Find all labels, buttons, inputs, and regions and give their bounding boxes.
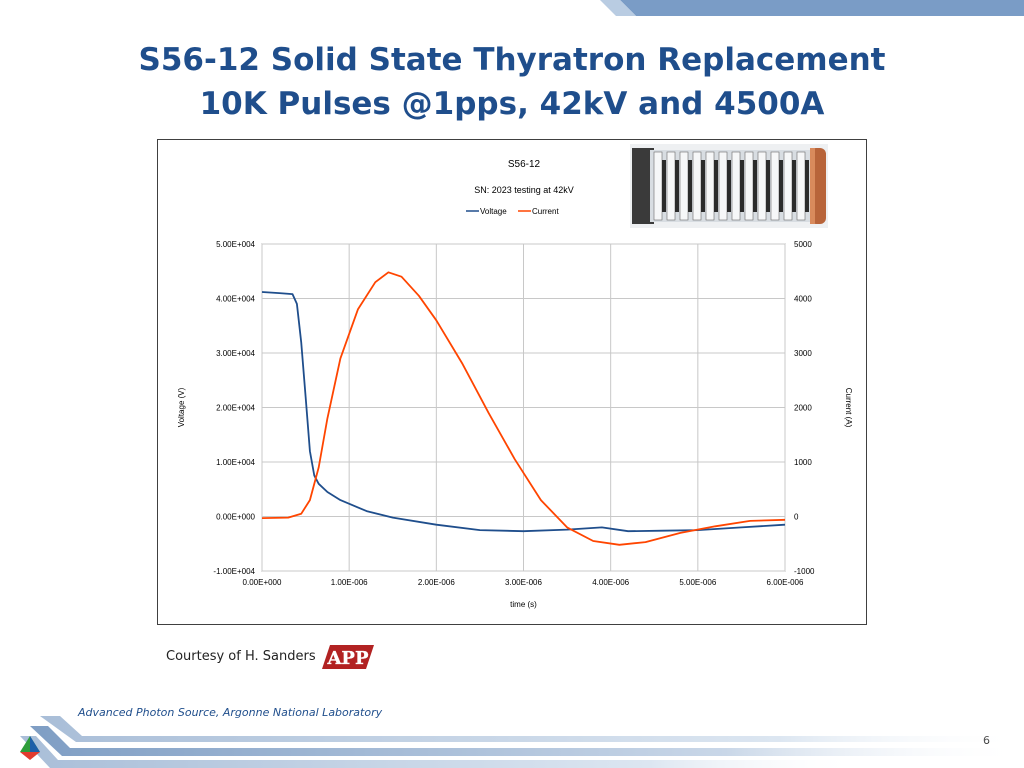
- courtesy-text: Courtesy of H. Sanders: [166, 649, 316, 664]
- y-tick-label: 1.00E+004: [216, 458, 255, 467]
- app-logo-text: APP: [326, 648, 369, 669]
- legend-label-voltage: Voltage: [480, 207, 507, 216]
- y2-tick-label: 2000: [794, 404, 812, 413]
- x-tick-label: 2.00E-006: [418, 578, 455, 587]
- y-tick-label: 2.00E+004: [216, 404, 255, 413]
- y-tick-label: 5.00E+004: [216, 240, 255, 249]
- x-tick-label: 4.00E-006: [592, 578, 629, 587]
- voltage-current-chart: 0.00E+000 1.00E-006 2.00E-006 3.00E-006 4.00…: [177, 144, 853, 609]
- y-tick-label: -1.00E+004: [213, 567, 255, 576]
- y-tick-label: 3.00E+004: [216, 349, 255, 358]
- chart-title: S56-12: [508, 159, 541, 170]
- y2-tick-label: 1000: [794, 458, 812, 467]
- x-tick-label: 1.00E-006: [331, 578, 368, 587]
- slide-title-line-2: 10K Pulses @1pps, 42kV and 4500A: [199, 86, 825, 122]
- x-axis-label: time (s): [510, 600, 537, 609]
- y2-tick-label: 0: [794, 513, 799, 522]
- app-logo: APP: [322, 645, 374, 669]
- x-tick-label: 5.00E-006: [679, 578, 716, 587]
- chart-subtitle: SN: 2023 testing at 42kV: [474, 185, 574, 195]
- thyratron-device-image: [630, 144, 828, 228]
- y2-tick-label: 3000: [794, 349, 812, 358]
- chart-frame: 0.00E+000 1.00E-006 2.00E-006 3.00E-006 4.00…: [157, 139, 867, 625]
- legend-label-current: Current: [532, 207, 559, 216]
- y2-tick-label: 5000: [794, 240, 812, 249]
- x-tick-label: 6.00E-006: [767, 578, 804, 587]
- footer-organization: Advanced Photon Source, Argonne National…: [78, 706, 383, 719]
- y-tick-label: 4.00E+004: [216, 295, 255, 304]
- argonne-logo-icon: [20, 736, 40, 760]
- series-line-current: [261, 271, 786, 546]
- footer-decoration: [20, 716, 1024, 768]
- x-tick-label: 3.00E-006: [505, 578, 542, 587]
- slide-title-line-1: S56-12 Solid State Thyratron Replacement: [138, 42, 886, 78]
- series-line-voltage: [261, 291, 786, 533]
- y-tick-label: 0.00E+000: [216, 513, 255, 522]
- y-axis-label: Voltage (V): [177, 387, 186, 427]
- y2-tick-label: 4000: [794, 295, 812, 304]
- y2-axis-label: Current (A): [844, 388, 853, 428]
- slide-title: S56-12 Solid State Thyratron Replacement…: [0, 38, 1024, 126]
- top-accent-bar: [600, 0, 1024, 16]
- y2-tick-label: -1000: [794, 567, 815, 576]
- x-tick-label: 0.00E+000: [243, 578, 282, 587]
